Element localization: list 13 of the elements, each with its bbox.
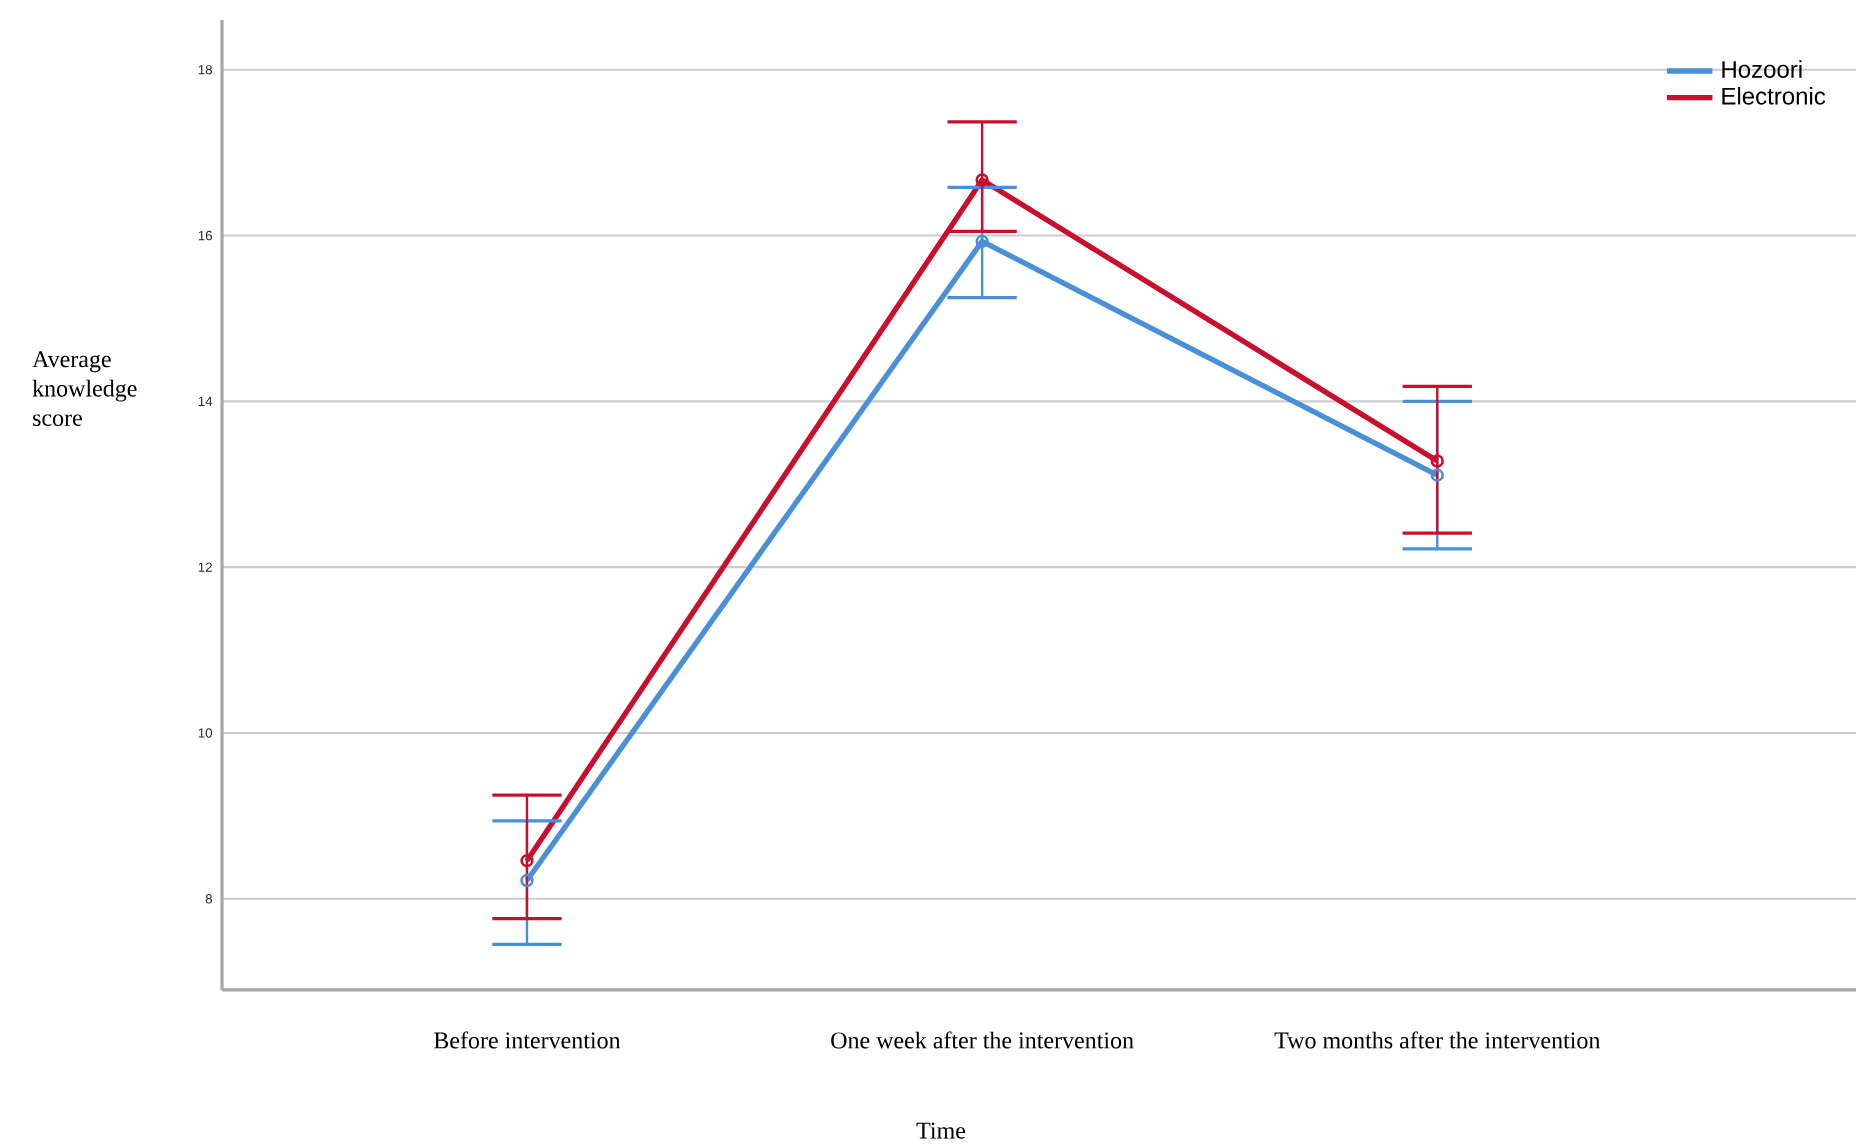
y-axis-title: Average knowledge score (32, 351, 137, 426)
point (975, 234, 989, 249)
legend-label: Hozoori (1722, 60, 1802, 78)
x-tick-label: Before intervention (434, 1031, 621, 1049)
legend-label: Electronic (1722, 87, 1826, 105)
x-tick-label: Two months after the intervention (1274, 1031, 1601, 1049)
point (520, 873, 534, 888)
x-axis-title: Time (916, 1122, 966, 1139)
point (975, 173, 989, 187)
point (1430, 468, 1444, 482)
x-tick-label: One week after the intervention (831, 1031, 1134, 1049)
point (520, 853, 534, 868)
point (1430, 454, 1444, 468)
